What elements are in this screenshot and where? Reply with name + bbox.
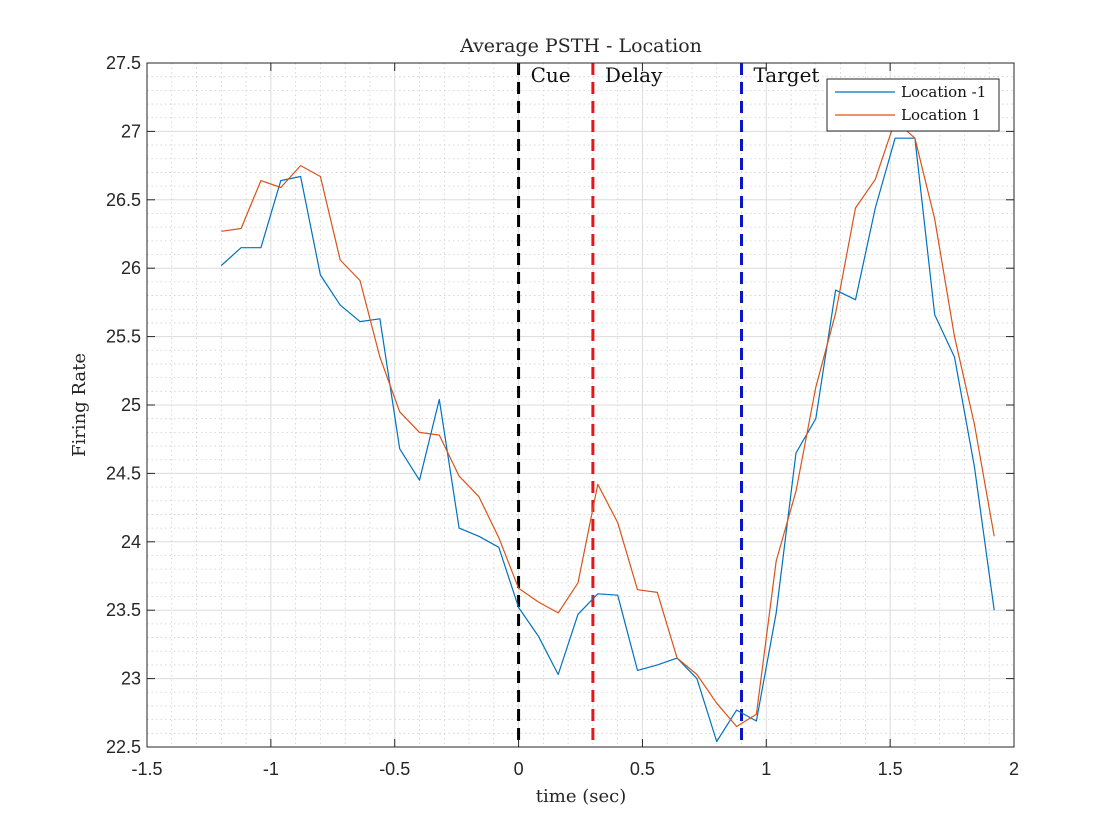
series-line-0 <box>220 137 995 743</box>
data-series <box>220 119 995 743</box>
y-tick-label: 25 <box>121 395 141 415</box>
series-line-1 <box>221 119 995 728</box>
y-axis-label: Firing Rate <box>69 353 90 457</box>
y-tick-label: 23.5 <box>106 600 141 620</box>
x-tick-label: -0.5 <box>379 759 410 779</box>
y-tick-label: 23 <box>121 669 141 689</box>
x-tick-label: 1 <box>761 759 771 779</box>
y-tick-label: 24 <box>121 532 141 552</box>
y-tick-label: 25.5 <box>106 327 141 347</box>
event-label-cue: Cue <box>531 63 571 87</box>
y-tick-label: 24.5 <box>106 463 141 483</box>
major-grid <box>146 62 1015 748</box>
event-label-delay: Delay <box>605 63 663 87</box>
legend-box <box>826 78 1000 132</box>
y-tick-label: 26 <box>121 258 141 278</box>
legend-label-location-1: Location 1 <box>901 106 981 124</box>
x-tick-label: 0 <box>514 759 524 779</box>
y-tick-label: 22.5 <box>106 737 141 757</box>
event-label-target: Target <box>754 63 820 87</box>
x-tick-label: -1 <box>263 759 279 779</box>
y-tick-label: 27.5 <box>106 53 141 73</box>
legend-label-location-neg1: Location -1 <box>901 83 986 101</box>
event-markers: Cue Delay Target <box>517 63 820 747</box>
y-tick-label: 27 <box>121 121 141 141</box>
x-axis-label: time (sec) <box>536 786 626 807</box>
y-tick-label: 26.5 <box>106 190 141 210</box>
legend: Location -1 Location 1 <box>826 78 1000 132</box>
axis-ticks <box>146 62 1015 748</box>
chart-title: Average PSTH - Location <box>459 35 702 57</box>
x-tick-label: 0.5 <box>630 759 655 779</box>
x-tick-label: 1.5 <box>878 759 903 779</box>
x-tick-label: -1.5 <box>131 759 162 779</box>
x-tick-label: 2 <box>1009 759 1019 779</box>
tick-labels: -1.5 -1 -0.5 0 0.5 1 1.5 2 22.5 23 23.5 24 24.5 25 25.… <box>106 53 1019 779</box>
